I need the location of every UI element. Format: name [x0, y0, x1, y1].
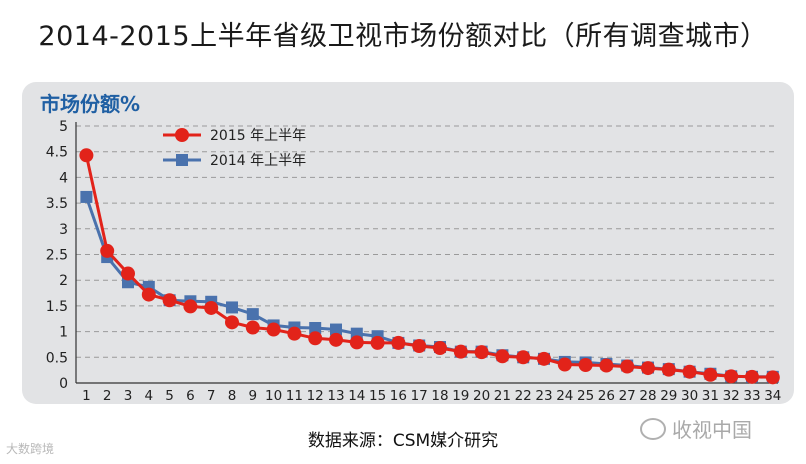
x-tick-label: 18 [431, 388, 448, 404]
x-tick-label: 4 [145, 388, 154, 404]
data-point [79, 148, 94, 163]
data-point [703, 367, 718, 382]
x-tick-label: 26 [598, 388, 615, 404]
data-point [141, 287, 156, 302]
x-tick-label: 7 [207, 388, 216, 404]
data-point [474, 345, 489, 360]
x-tick-label: 15 [369, 388, 386, 404]
y-tick-label: 5 [59, 119, 68, 135]
x-tick-label: 14 [348, 388, 365, 404]
data-point [245, 320, 260, 335]
data-point [80, 190, 93, 203]
y-tick-label: 2 [59, 273, 68, 289]
data-point [537, 351, 551, 366]
x-tick-label: 28 [639, 388, 656, 404]
data-point [225, 315, 239, 330]
data-point [599, 358, 614, 373]
x-tick-label: 13 [327, 388, 344, 404]
x-tick-label: 10 [265, 388, 282, 404]
watermark-right-text: 收视中国 [672, 418, 752, 442]
x-tick-label: 3 [124, 388, 133, 404]
x-tick-label: 6 [186, 388, 195, 404]
x-tick-label: 22 [515, 388, 532, 404]
x-tick-label: 16 [390, 388, 407, 404]
data-point [433, 341, 447, 356]
y-tick-label: 0.5 [46, 350, 68, 366]
legend-label: 2015 年上半年 [210, 128, 306, 144]
series-line [84, 196, 773, 379]
data-point [162, 293, 177, 308]
data-point [183, 299, 198, 314]
data-point [226, 301, 238, 314]
data-point [724, 369, 739, 384]
x-tick-label: 1 [82, 388, 91, 404]
x-tick-label: 5 [165, 388, 174, 404]
data-point [578, 358, 593, 373]
data-point [412, 338, 427, 353]
data-point [100, 243, 115, 258]
data-point [641, 361, 655, 376]
x-tick-label: 23 [535, 388, 552, 404]
legend-marker [175, 128, 189, 142]
data-point [557, 357, 572, 372]
data-point [745, 369, 759, 384]
series-line [84, 154, 773, 379]
x-tick-label: 12 [307, 388, 324, 404]
data-point [121, 266, 135, 281]
legend-label: 2014 年上半年 [210, 153, 306, 169]
x-tick-label: 24 [556, 388, 573, 404]
x-tick-label: 17 [411, 388, 428, 404]
data-point [330, 323, 342, 336]
legend-marker [176, 154, 188, 166]
source-note: 数据来源：CSM媒介研究 [307, 431, 499, 451]
x-tick-label: 29 [660, 388, 677, 404]
data-point [661, 362, 676, 377]
x-tick-label: 8 [228, 388, 237, 404]
data-point [246, 308, 259, 321]
data-point [266, 322, 281, 337]
data-point [349, 335, 364, 350]
data-point [309, 322, 322, 335]
line-chart: 00.511.522.533.544.551 2 3 4 5 6 7 8 9 10 11 12 13 14… [46, 119, 782, 404]
x-tick-label: 11 [286, 388, 303, 404]
x-tick-label: 21 [494, 388, 511, 404]
chart-panel [22, 82, 794, 404]
chart-title: 2014-2015上半年省级卫视市场份额对比（所有调查城市） [38, 20, 768, 52]
y-axis-label: 市场份额% [40, 92, 141, 116]
data-point [391, 335, 406, 350]
y-tick-label: 3 [59, 222, 68, 238]
data-point [453, 344, 468, 359]
x-tick-label: 2 [103, 388, 112, 404]
x-tick-label: 9 [249, 388, 258, 404]
y-tick-label: 3.5 [46, 196, 68, 212]
y-tick-label: 0 [59, 376, 68, 392]
wechat-icon [640, 417, 666, 440]
data-point [308, 331, 323, 346]
x-tick-label: 25 [577, 388, 594, 404]
watermark-left: 大数跨境 [6, 442, 55, 456]
x-tick-label: 33 [743, 388, 760, 404]
y-tick-label: 1 [59, 325, 68, 341]
x-tick-label: 31 [702, 388, 719, 404]
y-tick-label: 1.5 [46, 299, 68, 315]
x-tick-label: 32 [723, 388, 740, 404]
data-point [765, 370, 780, 385]
data-point [682, 364, 697, 379]
data-point [204, 300, 219, 315]
y-tick-label: 4 [59, 170, 68, 186]
x-tick-label: 34 [764, 388, 781, 404]
data-point [287, 326, 302, 341]
x-tick-label: 19 [452, 388, 469, 404]
x-tick-label: 27 [619, 388, 636, 404]
data-point [495, 349, 510, 364]
data-point [329, 332, 343, 347]
data-point [516, 350, 531, 365]
data-point [620, 359, 635, 374]
y-tick-label: 4.5 [46, 145, 68, 161]
x-tick-label: 20 [473, 388, 490, 404]
watermark-right: 收视中国 [640, 414, 752, 443]
y-tick-label: 2.5 [46, 248, 68, 264]
data-point [370, 335, 385, 350]
x-tick-label: 30 [681, 388, 698, 404]
